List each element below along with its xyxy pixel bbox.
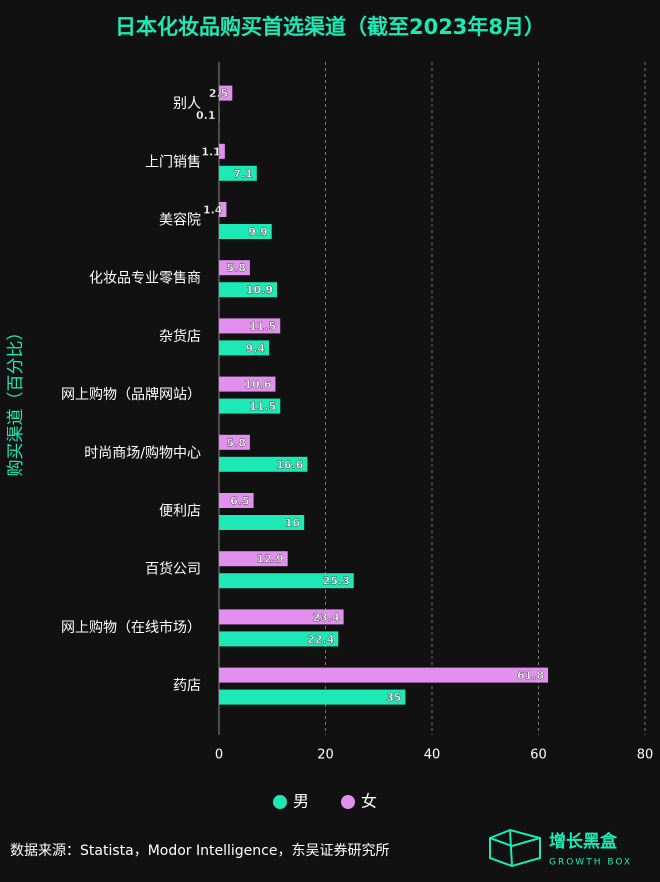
x-tick-label: 0 [215,748,223,763]
value-label: 0.1 [196,109,216,122]
y-tick-label: 别人 [173,96,201,112]
bar [219,631,339,647]
value-label: 5.8 [226,262,246,275]
value-label: 25.3 [323,575,350,588]
x-tick-label: 60 [530,748,547,763]
value-label: 23.4 [312,611,339,624]
x-tick-label: 40 [424,748,441,763]
value-label: 61.8 [517,669,544,682]
bar [219,398,281,414]
logo-icon [489,828,541,868]
legend-marker [273,795,287,809]
x-tick-label: 80 [637,748,654,763]
bar [219,456,308,472]
bar [219,165,257,181]
legend-label: 男 [293,792,309,811]
bar [219,340,270,356]
value-label: 16.6 [276,458,303,471]
y-tick-label: 药店 [173,678,201,694]
bar [219,260,250,276]
bar [219,573,354,589]
chart-title: 日本化妆品购买首选渠道（截至2023年8月） [115,15,545,39]
bar [219,107,220,123]
value-label: 9.4 [246,342,266,355]
value-label: 11.5 [249,400,276,413]
bar [219,609,344,625]
value-label: 11.5 [249,320,276,333]
y-tick-label: 百货公司 [145,561,201,578]
bar [219,143,225,159]
value-label: 2.5 [209,87,229,100]
value-label: 9.9 [248,226,268,239]
bar [219,85,233,101]
bar [219,515,305,530]
bar [219,282,278,298]
value-label: 35 [386,691,401,704]
value-label: 16 [285,517,301,530]
legend-label: 女 [361,792,377,811]
value-label: 1.4 [203,204,223,217]
y-tick-label: 时尚商场/购物中心 [84,445,201,461]
x-tick-label: 20 [317,748,334,763]
value-label: 6.5 [230,495,250,508]
y-tick-label: 化妆品专业零售商 [89,271,201,287]
y-tick-label: 美容院 [159,212,201,229]
value-label: 10.6 [244,378,271,391]
value-label: 7.1 [233,167,253,180]
y-tick-label: 便利店 [159,504,201,520]
legend-marker [341,795,355,809]
source: 数据来源：Statista，Modor Intelligence，东吴证券研究所 [10,843,389,859]
bar [219,318,281,334]
y-axis-title: 购买渠道（百分比） [6,324,26,477]
y-tick-label: 网上购物（品牌网站） [61,386,201,403]
y-tick-label: 上门销售 [145,154,201,170]
bar [219,689,406,705]
value-label: 22.4 [307,633,334,646]
bar [219,667,549,683]
y-tick-label: 杂货店 [159,328,201,345]
bar [219,493,254,508]
logo-title: 增长黑盒 [549,831,618,852]
logo-subtitle: GROWTH BOX [549,858,632,868]
bar [219,434,250,450]
value-label: 5.8 [226,436,246,449]
bar [219,224,272,239]
value-label: 1.1 [201,145,221,158]
y-tick-label: 网上购物（在线市场） [61,619,201,636]
bar [219,551,288,567]
value-label: 10.9 [246,284,273,297]
value-label: 12.9 [257,553,284,566]
bar [219,202,227,217]
bar [219,376,276,392]
